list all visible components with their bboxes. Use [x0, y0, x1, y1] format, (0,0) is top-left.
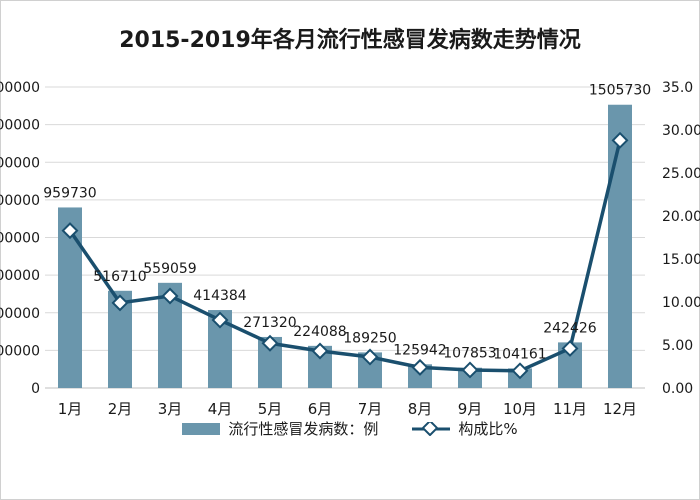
- bar-data-label: 1505730: [589, 83, 651, 99]
- line-marker: [261, 334, 279, 352]
- right-tick-label: 30.00: [662, 123, 700, 139]
- line-marker: [511, 362, 529, 380]
- legend-line-swatch: [412, 421, 451, 436]
- legend-line-label: 构成比%: [458, 420, 518, 438]
- bar-data-label: 959730: [43, 185, 96, 201]
- bar-data-label: 559059: [143, 261, 196, 277]
- bar-data-label: 224088: [293, 324, 346, 340]
- bar-data-label: 107853: [443, 346, 496, 362]
- right-axis-tick-labels: 0.00 5.00 10.00 15.00 20.00 25.00 30.00 35.0: [662, 80, 700, 397]
- bar: [608, 104, 632, 388]
- line-marker: [161, 287, 179, 305]
- x-axis-tick-labels: 1月 2月 3月 4月 5月 6月 7月 8月 9月 10月 11月 12月: [58, 400, 637, 418]
- x-tick-label: 3月: [158, 400, 183, 418]
- legend-bar-label: 流行性感冒发病数：例: [228, 420, 379, 438]
- legend-item-bar[interactable]: 流行性感冒发病数：例: [182, 418, 378, 439]
- chart-title: 2015-2019年各月流行性感冒发病数走势情况: [119, 28, 581, 53]
- line-marker: [411, 358, 429, 376]
- x-tick-label: 9月: [458, 400, 483, 418]
- x-tick-label: 10月: [503, 400, 537, 418]
- bar-data-label: 125942: [393, 342, 446, 358]
- x-tick-label: 8月: [408, 400, 433, 418]
- series-line: [68, 139, 622, 373]
- line-marker: [211, 311, 229, 329]
- line-marker: [611, 131, 629, 149]
- bar-data-label: 414384: [193, 288, 247, 304]
- x-tick-label: 1月: [58, 400, 83, 418]
- bar: [408, 364, 432, 388]
- bar-data-label: 104161: [493, 346, 546, 362]
- bar-data-label: 242426: [543, 320, 597, 336]
- x-tick-label: 11月: [553, 400, 587, 418]
- x-tick-label: 2月: [108, 400, 133, 418]
- x-tick-label: 5月: [258, 400, 283, 418]
- legend-item-line[interactable]: 构成比%: [412, 418, 518, 439]
- line-marker: [61, 222, 79, 240]
- right-tick-label: 15.00: [662, 252, 700, 268]
- legend-bar-swatch: [182, 422, 221, 435]
- left-axis-tick-labels: 0000000000000000000000000000000000000000…: [0, 80, 40, 397]
- right-tick-label: 10.00: [662, 295, 700, 311]
- right-tick-label: 25.00: [662, 166, 700, 182]
- right-tick-label: 20.00: [662, 209, 700, 225]
- bar-data-label: 189250: [343, 330, 396, 346]
- line-marker: [461, 361, 479, 379]
- right-tick-label: 5.00: [662, 338, 693, 354]
- right-tick-label: 0.00: [662, 381, 693, 397]
- line-marker: [111, 294, 129, 312]
- bar-data-label: 516710: [93, 269, 146, 285]
- x-tick-label: 4月: [208, 400, 233, 418]
- x-tick-label: 7月: [358, 400, 383, 418]
- line-series: [61, 131, 629, 380]
- left-tick-label: 0: [31, 381, 40, 397]
- grid-lines: [45, 86, 645, 389]
- right-tick-label: 35.0: [662, 80, 693, 96]
- legend: 流行性感冒发病数：例 构成比%: [0, 418, 700, 439]
- line-marker: [561, 339, 579, 357]
- line-marker: [311, 342, 329, 360]
- x-tick-label: 12月: [603, 400, 637, 418]
- line-marker: [361, 348, 379, 366]
- bar-data-label: 271320: [243, 315, 296, 331]
- x-tick-label: 6月: [308, 400, 333, 418]
